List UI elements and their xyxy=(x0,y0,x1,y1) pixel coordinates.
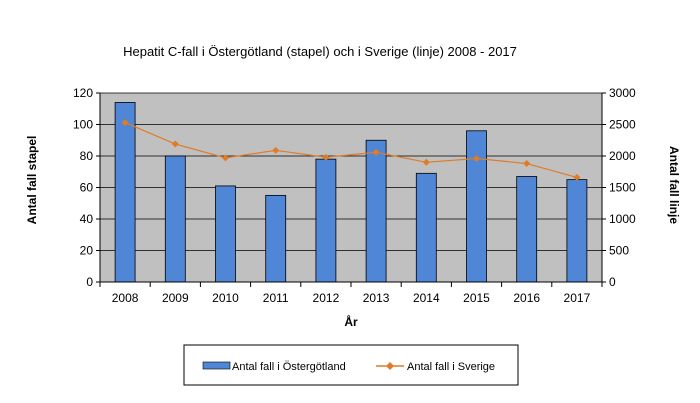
left-tick-label-2: 40 xyxy=(80,212,94,226)
line-point-2014 xyxy=(422,158,430,166)
x-tick-label-2008: 2008 xyxy=(112,291,139,305)
x-tick-label-2015: 2015 xyxy=(463,291,490,305)
legend-bar-swatch xyxy=(202,361,231,370)
chart-title: Hepatit C-fall i Östergötland (stapel) o… xyxy=(123,44,517,59)
line-point-2009 xyxy=(171,140,179,148)
x-tick-label-2011: 2011 xyxy=(263,291,289,305)
right-tick-label-5: 2500 xyxy=(609,118,636,132)
bar-2008 xyxy=(114,102,136,283)
left-tick-label-5: 100 xyxy=(73,118,93,132)
left-tick-label-6: 120 xyxy=(73,86,93,100)
bar-2017 xyxy=(566,179,588,283)
x-tick-label-2010: 2010 xyxy=(212,291,239,305)
left-axis-ticks: 0 20 40 60 80 100 120 xyxy=(73,86,100,289)
x-tick-label-2016: 2016 xyxy=(513,291,540,305)
x-tick-label-2013: 2013 xyxy=(363,291,390,305)
line-point-2013 xyxy=(372,148,380,156)
left-tick-label-3: 60 xyxy=(80,181,94,195)
bar-2011 xyxy=(265,194,287,283)
legend-box xyxy=(183,344,519,386)
right-tick-label-4: 2000 xyxy=(609,149,636,163)
x-tick-label-2009: 2009 xyxy=(162,291,189,305)
line-point-2011 xyxy=(272,146,280,154)
right-tick-label-1: 500 xyxy=(609,244,629,258)
left-tick-label-1: 20 xyxy=(80,244,94,258)
x-tick-label-2012: 2012 xyxy=(313,291,340,305)
x-tick-label-2014: 2014 xyxy=(413,291,440,305)
left-tick-label-0: 0 xyxy=(86,275,93,289)
bar-2014 xyxy=(415,172,437,283)
line-point-2015 xyxy=(473,155,480,163)
bar-2010 xyxy=(215,185,236,283)
right-tick-label-0: 0 xyxy=(609,275,616,289)
bar-2009 xyxy=(164,155,186,283)
bar-2016 xyxy=(516,176,538,283)
right-axis-ticks: 0 500 1000 1500 2000 2500 3000 xyxy=(602,86,636,289)
right-tick-label-3: 1500 xyxy=(609,181,636,195)
left-tick-label-4: 80 xyxy=(80,149,94,163)
sverige-line xyxy=(124,122,578,178)
legend-label-sverige: Antal fall i Sverige xyxy=(407,361,495,373)
bar-2012 xyxy=(315,158,337,283)
legend-label-ostergotland: Antal fall i Östergötland xyxy=(232,361,346,373)
bar-2013 xyxy=(365,139,387,283)
line-point-2012 xyxy=(322,153,330,161)
x-axis-title: År xyxy=(344,314,358,329)
x-axis-ticks: 2008 2009 2010 2011 2012 2013 2014 2015 2016 2017 xyxy=(99,282,603,305)
line-point-2008 xyxy=(121,119,129,127)
legend: Antal fall i Östergötland Antal fall i S… xyxy=(183,344,519,386)
line-point-2017 xyxy=(573,173,581,181)
bar-2015 xyxy=(466,130,487,283)
right-axis-title: Antal fall linje xyxy=(667,146,681,224)
line-point-2010 xyxy=(222,154,229,162)
line-point-2016 xyxy=(523,160,531,168)
x-tick-label-2017: 2017 xyxy=(564,291,591,305)
legend-line-marker xyxy=(386,362,394,370)
bar-series xyxy=(114,102,588,283)
left-axis-title: Antal fall stapel xyxy=(25,136,39,225)
right-tick-label-6: 3000 xyxy=(609,86,636,100)
line-series xyxy=(121,119,581,181)
right-tick-label-2: 1000 xyxy=(609,212,636,226)
